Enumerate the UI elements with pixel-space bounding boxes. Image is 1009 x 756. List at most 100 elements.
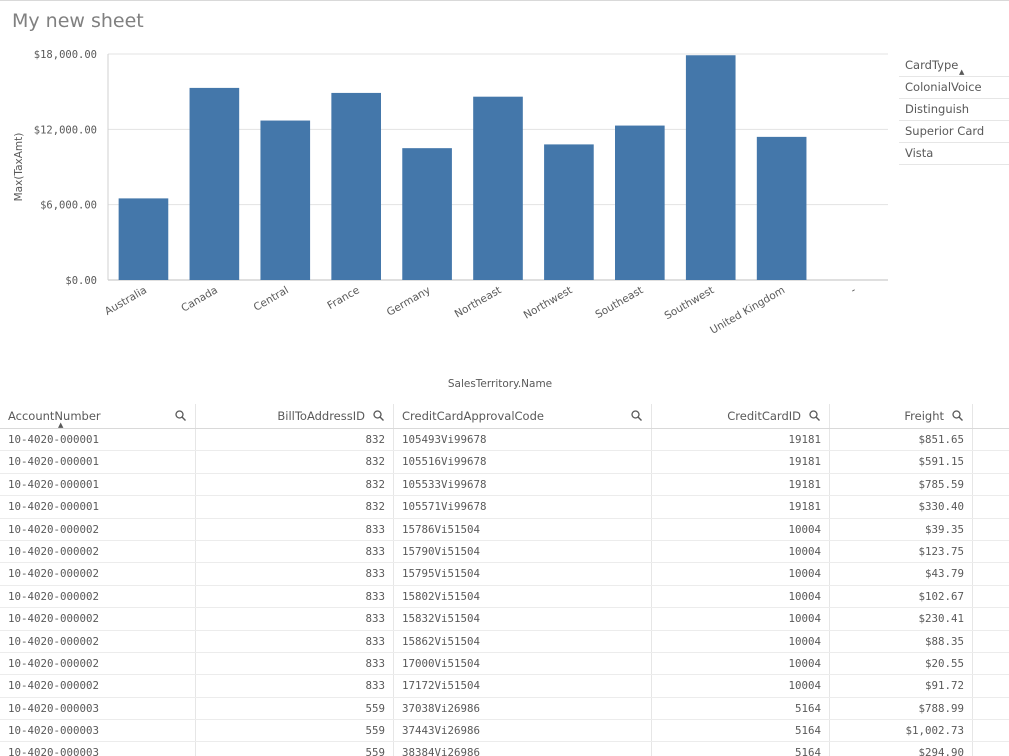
- table-cell[interactable]: 19181: [652, 451, 830, 473]
- bar-chart[interactable]: $0.00 $6,000.00 $12,000.00 $18,000.00 Austra…: [0, 40, 895, 400]
- table-row[interactable]: 10-4020-000002 833 15795Vi51504 10004 $43.79: [0, 563, 1009, 586]
- table-cell[interactable]: $20.55: [830, 652, 973, 675]
- legend-item-superior-card[interactable]: Superior Card: [899, 121, 1009, 143]
- table-cell[interactable]: 832: [196, 496, 394, 518]
- bar[interactable]: [615, 125, 665, 280]
- table-cell[interactable]: 832: [196, 429, 394, 451]
- table-cell[interactable]: 833: [196, 652, 394, 675]
- table-cell[interactable]: $851.65: [830, 429, 973, 451]
- table-cell[interactable]: 37038Vi26986: [394, 697, 652, 720]
- table-row[interactable]: 10-4020-000001 832 105571Vi99678 19181 $330.…: [0, 496, 1009, 519]
- table-cell[interactable]: 17172Vi51504: [394, 675, 652, 697]
- table-cell[interactable]: 10004: [652, 652, 830, 675]
- table-cell[interactable]: $591.15: [830, 451, 973, 473]
- data-table[interactable]: AccountNumber ▲ BillToAddressID CreditCa…: [0, 404, 1009, 756]
- legend-item-distinguish[interactable]: Distinguish: [899, 99, 1009, 121]
- bar[interactable]: [402, 148, 452, 280]
- table-row[interactable]: 10-4020-000002 833 15786Vi51504 10004 $39.35: [0, 518, 1009, 541]
- table-cell[interactable]: 37443Vi26986: [394, 720, 652, 742]
- table-row[interactable]: 10-4020-000002 833 15862Vi51504 10004 $88.35: [0, 630, 1009, 653]
- table-cell[interactable]: 833: [196, 675, 394, 697]
- table-cell[interactable]: 10-4020-000001: [0, 496, 196, 518]
- table-cell[interactable]: 19181: [652, 429, 830, 451]
- table-cell[interactable]: 5164: [652, 742, 830, 756]
- table-cell[interactable]: 559: [196, 742, 394, 756]
- table-row[interactable]: 10-4020-000001 832 105533Vi99678 19181 $785.…: [0, 473, 1009, 497]
- table-cell[interactable]: 15795Vi51504: [394, 563, 652, 585]
- table-cell[interactable]: $123.75: [830, 540, 973, 563]
- table-cell[interactable]: 833: [196, 563, 394, 585]
- table-cell[interactable]: 833: [196, 630, 394, 652]
- bar-chart-svg[interactable]: $0.00 $6,000.00 $12,000.00 $18,000.00 Austra…: [0, 40, 895, 400]
- table-cell[interactable]: 833: [196, 585, 394, 608]
- table-cell[interactable]: 10-4020-000002: [0, 652, 196, 675]
- table-cell[interactable]: 10004: [652, 563, 830, 585]
- table-cell[interactable]: 10-4020-000002: [0, 563, 196, 585]
- bar[interactable]: [473, 96, 523, 280]
- table-row[interactable]: 10-4020-000001 832 105516Vi99678 19181 $591.…: [0, 451, 1009, 474]
- table-cell[interactable]: $88.35: [830, 630, 973, 652]
- table-cell[interactable]: 10004: [652, 585, 830, 608]
- table-cell[interactable]: 105493Vi99678: [394, 429, 652, 451]
- search-icon[interactable]: [809, 410, 820, 421]
- table-cell[interactable]: 10-4020-000001: [0, 429, 196, 451]
- table-cell[interactable]: 833: [196, 540, 394, 563]
- table-row[interactable]: 10-4020-000002 833 17000Vi51504 10004 $20.55: [0, 652, 1009, 676]
- table-cell[interactable]: $294.90: [830, 742, 973, 756]
- bar[interactable]: [118, 198, 169, 280]
- table-cell[interactable]: $102.67: [830, 585, 973, 608]
- table-cell[interactable]: 10-4020-000002: [0, 585, 196, 608]
- search-icon[interactable]: [631, 410, 642, 421]
- table-row[interactable]: 10-4020-000002 833 15832Vi51504 10004 $230.4…: [0, 608, 1009, 631]
- table-cell[interactable]: $39.35: [830, 518, 973, 540]
- table-cell[interactable]: 10-4020-000002: [0, 675, 196, 697]
- table-cell[interactable]: 559: [196, 697, 394, 720]
- table-cell[interactable]: $330.40: [830, 496, 973, 518]
- table-cell[interactable]: 832: [196, 451, 394, 473]
- table-cell[interactable]: 10-4020-000002: [0, 518, 196, 540]
- table-cell[interactable]: 10004: [652, 518, 830, 540]
- table-cell[interactable]: 10-4020-000003: [0, 697, 196, 720]
- table-cell[interactable]: 10-4020-000001: [0, 473, 196, 496]
- table-row[interactable]: 10-4020-000003 559 38384Vi26986 5164 $294.90: [0, 742, 1009, 756]
- table-cell[interactable]: 15790Vi51504: [394, 540, 652, 563]
- table-cell[interactable]: 5164: [652, 697, 830, 720]
- table-cell[interactable]: 15862Vi51504: [394, 630, 652, 652]
- table-cell[interactable]: 15832Vi51504: [394, 608, 652, 630]
- table-cell[interactable]: 5164: [652, 720, 830, 742]
- column-header-creditcardid[interactable]: CreditCardID: [652, 404, 830, 428]
- table-cell[interactable]: $43.79: [830, 563, 973, 585]
- column-header-freight[interactable]: Freight: [830, 404, 973, 428]
- table-cell[interactable]: 10004: [652, 540, 830, 563]
- table-cell[interactable]: 105533Vi99678: [394, 473, 652, 496]
- table-cell[interactable]: 10004: [652, 675, 830, 697]
- bar[interactable]: [685, 55, 736, 280]
- legend-header[interactable]: CardType ▲: [899, 54, 1009, 77]
- table-row[interactable]: 10-4020-000003 559 37443Vi26986 5164 $1,002.…: [0, 720, 1009, 743]
- column-header-billtoaddressid[interactable]: BillToAddressID: [196, 404, 394, 428]
- search-icon[interactable]: [952, 410, 963, 421]
- table-row[interactable]: 10-4020-000003 559 37038Vi26986 5164 $788.99: [0, 697, 1009, 721]
- table-cell[interactable]: 10-4020-000003: [0, 742, 196, 756]
- table-cell[interactable]: 833: [196, 608, 394, 630]
- legend-item-vista[interactable]: Vista: [899, 143, 1009, 165]
- column-header-accountnumber[interactable]: AccountNumber ▲: [0, 404, 196, 429]
- table-cell[interactable]: 10-4020-000001: [0, 451, 196, 473]
- table-cell[interactable]: 38384Vi26986: [394, 742, 652, 756]
- bar[interactable]: [756, 136, 807, 280]
- table-cell[interactable]: 10-4020-000003: [0, 720, 196, 742]
- table-cell[interactable]: 10-4020-000002: [0, 630, 196, 652]
- search-icon[interactable]: [373, 410, 384, 421]
- table-row[interactable]: 10-4020-000001 832 105493Vi99678 19181 $851.…: [0, 429, 1009, 452]
- legend-item-colonialvoice[interactable]: ColonialVoice: [899, 77, 1009, 99]
- search-icon[interactable]: [175, 410, 186, 421]
- table-cell[interactable]: 833: [196, 518, 394, 540]
- bar[interactable]: [260, 120, 311, 281]
- table-row[interactable]: 10-4020-000002 833 17172Vi51504 10004 $91.72: [0, 675, 1009, 698]
- table-cell[interactable]: 15802Vi51504: [394, 585, 652, 608]
- table-cell[interactable]: 15786Vi51504: [394, 518, 652, 540]
- table-cell[interactable]: $785.59: [830, 473, 973, 496]
- table-cell[interactable]: $91.72: [830, 675, 973, 697]
- table-cell[interactable]: 19181: [652, 473, 830, 496]
- table-cell[interactable]: 105571Vi99678: [394, 496, 652, 518]
